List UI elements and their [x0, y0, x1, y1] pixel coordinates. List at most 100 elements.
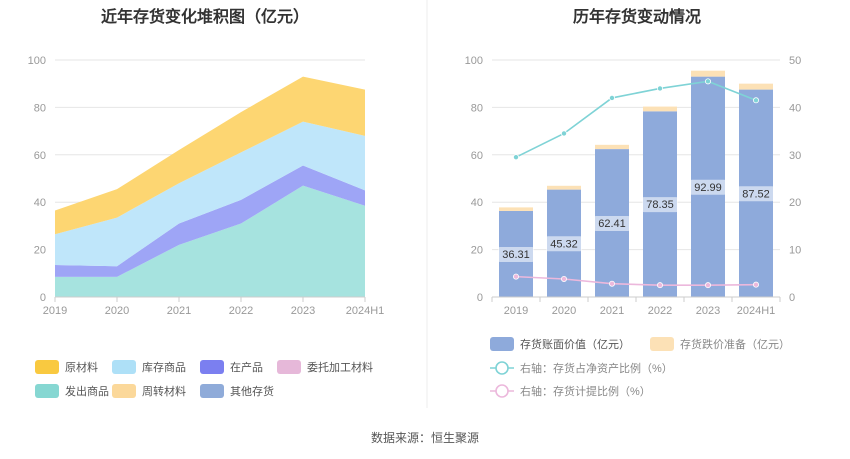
line-point: [609, 94, 616, 101]
left-legend-label: 原材料: [65, 360, 98, 374]
left-x-tick-label: 2019: [43, 305, 67, 317]
right-y2-tick-label: 40: [789, 102, 801, 114]
line-point: [609, 280, 616, 287]
bar-label-bg: [546, 236, 582, 252]
right-legend-swatch: [650, 337, 674, 351]
right-x-tick-label: 2022: [648, 305, 672, 317]
bar-value-label: 78.35: [646, 199, 674, 211]
right-y2-tick-label: 10: [789, 245, 801, 257]
right-legend-label: 右轴：存货计提比例（%）: [520, 384, 651, 398]
left-y-tick-label: 80: [34, 102, 46, 114]
line-provision-ratio: [515, 275, 757, 286]
left-legend-swatch: [112, 384, 136, 398]
bar-label-bg: [690, 179, 726, 195]
left-y-tick-label: 0: [40, 292, 46, 304]
left-y-tick-label: 20: [34, 245, 46, 257]
left-legend-swatch: [277, 360, 301, 374]
line-point: [561, 130, 568, 137]
right-x-tick-label: 2023: [696, 305, 720, 317]
right-grid: [492, 59, 780, 251]
right-x-tick-label: 2024H1: [737, 305, 776, 317]
left-chart-title: 近年存货变化堆积图（亿元）: [101, 7, 309, 26]
bar-value-label: 45.32: [550, 238, 578, 250]
left-legend-swatch: [200, 360, 224, 374]
line-point: [657, 282, 664, 289]
area-发出商品: [55, 185, 365, 297]
left-legend-swatch: [200, 384, 224, 398]
right-legend-label: 存货账面价值（亿元）: [520, 337, 630, 351]
right-y-tick-label: 20: [471, 245, 483, 257]
line-point: [753, 281, 760, 288]
left-areas: [55, 76, 365, 297]
right-y-tick-label: 40: [471, 197, 483, 209]
right-y2-tick-label: 30: [789, 150, 801, 162]
left-x-tick-label: 2020: [105, 305, 129, 317]
right-x-tick-label: 2021: [600, 305, 624, 317]
right-bars: 36.31 45.32 62.41 78.35 92.99 87.52: [498, 70, 774, 297]
left-x-tick-label: 2023: [291, 305, 315, 317]
left-y-tick-label: 40: [34, 197, 46, 209]
area-库存商品: [55, 121, 365, 267]
right-y-tick-label: 100: [465, 55, 483, 67]
right-legend-marker: [495, 384, 509, 398]
right-chart-title: 历年存货变动情况: [573, 7, 701, 26]
data-source: 数据来源：恒生聚源: [371, 430, 479, 445]
left-x-tick-label: 2021: [167, 305, 191, 317]
bar-value-label: 36.31: [502, 249, 530, 261]
bar-label-bg: [738, 186, 774, 202]
bar-impairment-reserve: [643, 106, 677, 112]
area-原材料: [55, 76, 365, 235]
left-legend-label: 发出商品: [65, 384, 109, 398]
right-y2-tick-label: 20: [789, 197, 801, 209]
right-y2-tick-label: 0: [789, 292, 795, 304]
right-y-tick-label: 60: [471, 150, 483, 162]
left-legend-label: 在产品: [230, 360, 263, 374]
left-legend-swatch: [35, 384, 59, 398]
right-legend-label: 右轴：存货占净资产比例（%）: [520, 361, 673, 375]
bar-label-bg: [642, 197, 678, 213]
left-x-tick-label: 2022: [229, 305, 253, 317]
left-y-tick-label: 60: [34, 150, 46, 162]
bar-impairment-reserve: [499, 207, 533, 211]
left-legend-label: 周转材料: [142, 384, 186, 398]
right-x-tick-label: 2020: [552, 305, 576, 317]
bar-impairment-reserve: [547, 185, 581, 190]
left-legend-label: 其他存货: [230, 384, 274, 398]
right-x-tick-label: 2019: [504, 305, 528, 317]
left-axis: 0 20 40 60 80 100 2019 2020 2021 2022 2023 2024H1: [28, 55, 385, 317]
bar-value-label: 62.41: [598, 218, 626, 230]
bar-impairment-reserve: [595, 144, 629, 150]
right-y-tick-label: 0: [477, 292, 483, 304]
right-legend-swatch: [490, 337, 514, 351]
right-y-tick-label: 80: [471, 102, 483, 114]
line-inventory-to-net-assets: [515, 80, 757, 158]
bar-label-bg: [594, 216, 630, 232]
bar-value-label: 92.99: [694, 182, 722, 194]
right-axis: 0 20 40 60 80 100 0 10 20 30 40 50 2019 2020 2021 2022 2…: [465, 55, 802, 317]
line-point: [705, 282, 712, 289]
left-legend-swatch: [112, 360, 136, 374]
left-legend-swatch: [35, 360, 59, 374]
bar-impairment-reserve: [739, 83, 773, 90]
right-legend-marker: [495, 361, 509, 375]
area-在产品: [55, 165, 365, 277]
line-point: [753, 97, 760, 104]
bar-impairment-reserve: [691, 70, 725, 77]
left-y-tick-label: 100: [28, 55, 46, 67]
line-point: [705, 78, 712, 85]
left-x-tick-label: 2024H1: [346, 305, 385, 317]
bar-value-label: 87.52: [742, 188, 770, 200]
line-point: [561, 275, 568, 282]
line-point: [513, 273, 520, 280]
right-legend-label: 存货跌价准备（亿元）: [680, 337, 790, 351]
right-legend: 存货账面价值（亿元） 存货跌价准备（亿元） 右轴：存货占净资产比例（%） 右轴：存货计…: [490, 337, 790, 398]
right-lines: [513, 78, 760, 289]
right-y2-tick-label: 50: [789, 55, 801, 67]
bar-label-bg: [498, 246, 534, 262]
left-legend-label: 库存商品: [142, 360, 186, 374]
line-point: [513, 154, 520, 161]
left-legend-label: 委托加工材料: [307, 360, 373, 374]
